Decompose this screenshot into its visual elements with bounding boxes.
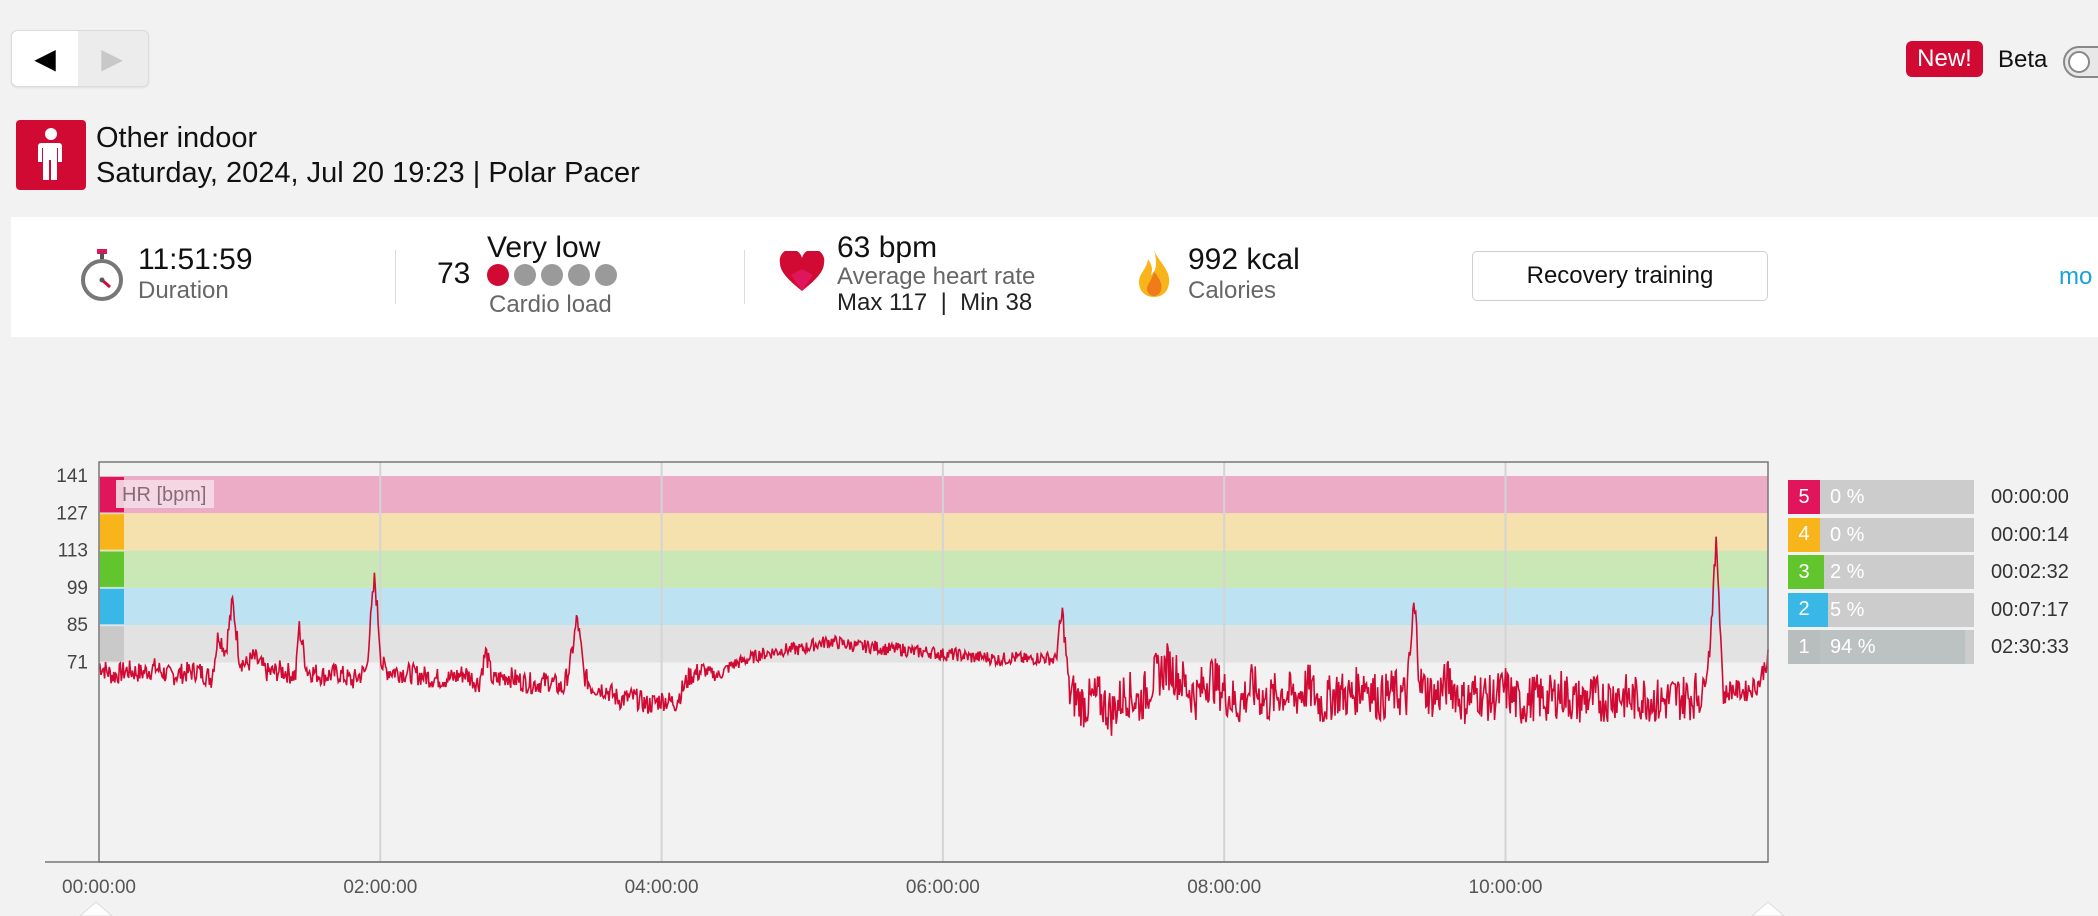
- zone-marker-2: [100, 588, 124, 625]
- range-handle-right[interactable]: [1751, 901, 1785, 916]
- activity-datetime: Saturday, 2024, Jul 20 19:23 | Polar Pac…: [96, 157, 640, 189]
- y-tick-label: 127: [56, 503, 88, 524]
- zone-share-bar: [1820, 592, 1828, 627]
- zone-time: 00:02:32: [1991, 561, 2069, 583]
- y-tick-label: 141: [56, 466, 88, 487]
- series-label: HR [bpm]: [122, 484, 206, 506]
- zone-row-5: 5 0 %: [1788, 480, 1974, 514]
- activity-name: Other indoor: [96, 122, 258, 154]
- hr-max-min: Max 117 | Min 38: [837, 289, 1033, 316]
- zone-percent: 0 %: [1830, 523, 1865, 546]
- training-benefit-button[interactable]: Recovery training: [1472, 251, 1768, 301]
- beta-label: Beta: [1998, 46, 2048, 73]
- person-standing-icon: [16, 120, 86, 190]
- zone-number: 1: [1788, 630, 1820, 664]
- y-axis-ticks: 141 127 113 99 85 71: [56, 466, 88, 674]
- zone-time: 00:07:17: [1991, 598, 2069, 621]
- y-tick-label: 113: [58, 541, 88, 562]
- cardio-load-dot: [595, 264, 617, 286]
- history-navigation: ◀ ▶: [11, 30, 149, 87]
- avg-hr-label: Average heart rate: [837, 263, 1036, 290]
- divider: [744, 250, 745, 304]
- zone-row-4: 4 0 %: [1788, 517, 1974, 552]
- cardio-load-label: Cardio load: [489, 291, 612, 318]
- new-badge: New!: [1906, 41, 1983, 77]
- zone-band-1: [99, 625, 1768, 663]
- cardio-load-dot: [487, 264, 509, 286]
- heart-icon: [779, 249, 825, 293]
- y-tick-label: 71: [67, 653, 88, 674]
- forward-button[interactable]: ▶: [79, 31, 145, 86]
- range-handle-left[interactable]: [79, 901, 113, 916]
- zone-share-bar: [1820, 630, 1965, 664]
- zone-percent: 0 %: [1830, 486, 1865, 508]
- zone-percent: 94 %: [1830, 636, 1876, 658]
- zone-number: 3: [1788, 555, 1820, 589]
- x-tick-label: 00:00:00: [62, 877, 136, 898]
- zone-number: 4: [1788, 517, 1820, 552]
- zone-band-4: [99, 513, 1768, 551]
- y-tick-label: 85: [67, 615, 88, 636]
- x-axis-ticks: 00:00:00 02:00:00 04:00:00 06:00:00 08:00:00…: [62, 877, 1542, 898]
- x-tick-label: 02:00:00: [343, 877, 417, 898]
- back-arrow-icon: ◀: [34, 43, 56, 74]
- toggle-knob: [2068, 51, 2090, 73]
- cardio-load-dot: [514, 264, 536, 286]
- zone-band-3: [99, 550, 1768, 588]
- cardio-load-value: 73: [437, 257, 471, 290]
- zone-row-1: 1 94 %: [1788, 630, 1974, 664]
- zone-number: 2: [1788, 592, 1820, 627]
- zone-share-bar: [1820, 555, 1824, 589]
- heart-rate-line: [98, 536, 1769, 736]
- zone-time: 02:30:33: [1991, 636, 2069, 658]
- summary-panel: 11:51:59 Duration 73 Very low Cardio loa…: [11, 217, 2098, 337]
- forward-arrow-icon: ▶: [101, 43, 123, 74]
- x-tick-label: 06:00:00: [906, 877, 980, 898]
- beta-toggle[interactable]: [2063, 46, 2098, 78]
- duration-value: 11:51:59: [138, 243, 253, 276]
- zone-row-3: 3 2 %: [1788, 555, 1974, 589]
- cardio-load-dot: [541, 264, 563, 286]
- zone-time: 00:00:00: [1991, 486, 2069, 508]
- zone-bands: [99, 476, 1768, 663]
- heart-rate-chart: HR [bpm] 141 127 113 99 85 71 00:00:00 02:00:0…: [45, 461, 1785, 916]
- x-tick-label: 10:00:00: [1469, 877, 1543, 898]
- zone-marker-4: [100, 514, 124, 550]
- zone-time: 00:00:14: [1991, 523, 2069, 546]
- duration-label: Duration: [138, 277, 229, 304]
- more-link[interactable]: mo: [2059, 263, 2093, 290]
- calories-label: Calories: [1188, 277, 1277, 304]
- series-label-bg: [116, 480, 214, 508]
- zone-band-5: [99, 476, 1768, 514]
- back-button[interactable]: ◀: [12, 31, 78, 86]
- avg-hr-value: 63 bpm: [837, 231, 938, 264]
- zone-number: 5: [1788, 480, 1820, 514]
- flame-icon: [1135, 247, 1173, 299]
- divider: [395, 250, 396, 304]
- y-tick-label: 99: [67, 578, 88, 599]
- zone-marker-1: [100, 626, 124, 662]
- zone-percent: 5 %: [1830, 598, 1865, 621]
- stopwatch-icon: [79, 247, 125, 303]
- zone-percent: 2 %: [1830, 561, 1865, 583]
- zone-row-2: 2 5 %: [1788, 592, 1974, 627]
- x-tick-label: 08:00:00: [1187, 877, 1261, 898]
- cardio-load-dot: [568, 264, 590, 286]
- cardio-load-level: Very low: [487, 231, 601, 264]
- x-tick-label: 04:00:00: [625, 877, 699, 898]
- calories-value: 992 kcal: [1188, 243, 1300, 276]
- zone-band-2: [99, 587, 1768, 626]
- zone-marker-3: [100, 551, 124, 587]
